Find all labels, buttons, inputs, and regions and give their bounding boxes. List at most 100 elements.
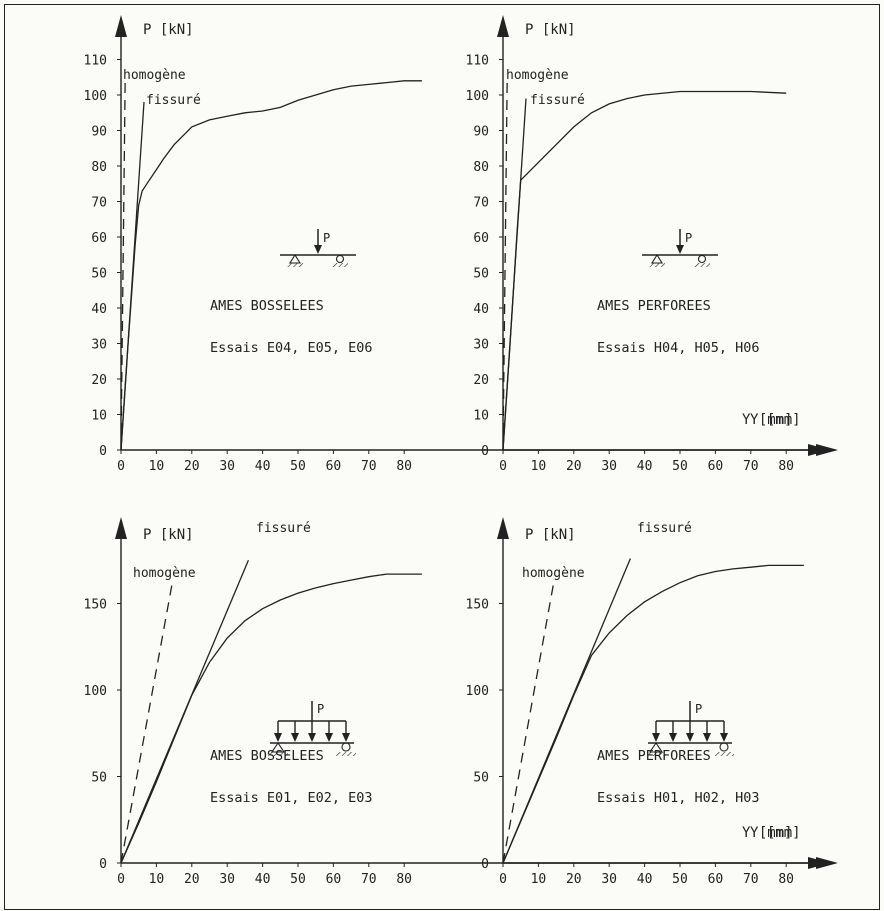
x-tick-label: 60 bbox=[326, 872, 342, 887]
series-label-fissure: fissuré bbox=[146, 93, 201, 108]
y-tick-label: 100 bbox=[466, 89, 489, 104]
series-label-homogene: homogène bbox=[506, 68, 569, 83]
series-label-fissure: fissuré bbox=[256, 521, 311, 536]
x-tick-label: 0 bbox=[499, 459, 507, 474]
x-axis-label: Y [mm] bbox=[750, 412, 801, 428]
y-tick-label: 110 bbox=[84, 54, 107, 69]
annotation-title: AMES BOSSELEES bbox=[210, 298, 324, 314]
y-tick-label: 90 bbox=[91, 125, 107, 140]
svg-text:P: P bbox=[685, 231, 692, 245]
x-tick-label: 20 bbox=[184, 872, 200, 887]
y-tick-label: 10 bbox=[91, 409, 107, 424]
y-tick-label: 80 bbox=[91, 160, 107, 175]
y-axis-label: P [kN] bbox=[525, 527, 576, 543]
x-axis-label: Y [mm] bbox=[750, 825, 801, 841]
x-tick-label: 80 bbox=[778, 872, 794, 887]
series-homogene-line bbox=[120, 582, 173, 864]
series-measured-curve bbox=[502, 90, 787, 451]
series-label-homogene: homogène bbox=[522, 566, 585, 581]
y-tick-label: 30 bbox=[91, 338, 107, 353]
x-tick-label: 50 bbox=[672, 459, 688, 474]
y-axis-arrow bbox=[115, 517, 127, 539]
x-tick-label: 80 bbox=[396, 459, 412, 474]
y-tick-label: 60 bbox=[473, 231, 489, 246]
x-axis-arrow bbox=[808, 857, 830, 869]
y-tick-label: 100 bbox=[84, 89, 107, 104]
series-measured-curve bbox=[502, 564, 804, 864]
x-tick-label: 0 bbox=[117, 872, 125, 887]
y-tick-label: 30 bbox=[473, 338, 489, 353]
y-axis-arrow bbox=[497, 15, 509, 37]
series-measured-curve bbox=[120, 80, 422, 451]
x-tick-label: 20 bbox=[566, 459, 582, 474]
x-axis-arrow bbox=[808, 444, 830, 456]
x-tick-label: 30 bbox=[601, 872, 617, 887]
svg-text:P: P bbox=[695, 702, 702, 716]
x-tick-label: 30 bbox=[219, 459, 235, 474]
y-tick-label: 150 bbox=[84, 598, 107, 613]
x-tick-label: 40 bbox=[637, 872, 653, 887]
y-tick-label: 150 bbox=[466, 598, 489, 613]
y-tick-label: 20 bbox=[91, 373, 107, 388]
x-tick-label: 30 bbox=[601, 459, 617, 474]
x-tick-label: 10 bbox=[149, 459, 165, 474]
x-tick-label: 40 bbox=[255, 459, 271, 474]
svg-text:P: P bbox=[317, 702, 324, 716]
x-tick-label: 50 bbox=[290, 459, 306, 474]
y-tick-label: 50 bbox=[91, 771, 107, 786]
load-schematic-icon: P bbox=[642, 229, 718, 267]
load-schematic-icon: P bbox=[646, 701, 734, 756]
y-tick-label: 90 bbox=[473, 125, 489, 140]
x-axis-label: Y [mm] bbox=[742, 412, 793, 428]
x-tick-label: 30 bbox=[219, 872, 235, 887]
x-tick-label: 20 bbox=[566, 872, 582, 887]
x-tick-label: 10 bbox=[531, 459, 547, 474]
x-tick-label: 40 bbox=[637, 459, 653, 474]
y-tick-label: 0 bbox=[99, 444, 107, 459]
y-tick-label: 10 bbox=[473, 409, 489, 424]
x-tick-label: 0 bbox=[499, 872, 507, 887]
x-tick-label: 60 bbox=[326, 459, 342, 474]
y-tick-label: 60 bbox=[91, 231, 107, 246]
series-label-fissure: fissuré bbox=[530, 93, 585, 108]
y-tick-label: 0 bbox=[99, 857, 107, 872]
series-homogene-line bbox=[120, 77, 126, 451]
y-tick-label: 50 bbox=[473, 267, 489, 282]
annotation-title: AMES BOSSELEES bbox=[210, 748, 324, 764]
y-axis-label: P [kN] bbox=[525, 22, 576, 38]
x-tick-label: 50 bbox=[290, 872, 306, 887]
annotation-tests: Essais H04, H05, H06 bbox=[597, 340, 760, 356]
x-tick-label: 70 bbox=[743, 459, 759, 474]
series-homogene-line bbox=[502, 77, 508, 451]
y-axis-label: P [kN] bbox=[143, 527, 194, 543]
x-tick-label: 40 bbox=[255, 872, 271, 887]
annotation-tests: Essais E04, E05, E06 bbox=[210, 340, 373, 356]
y-tick-label: 80 bbox=[473, 160, 489, 175]
load-schematic-icon: P bbox=[268, 701, 356, 756]
x-tick-label: 80 bbox=[396, 872, 412, 887]
y-tick-label: 110 bbox=[466, 54, 489, 69]
annotation-tests: Essais E01, E02, E03 bbox=[210, 790, 373, 806]
y-axis-label: P [kN] bbox=[143, 22, 194, 38]
y-tick-label: 70 bbox=[473, 196, 489, 211]
svg-text:P: P bbox=[323, 231, 330, 245]
y-tick-label: 100 bbox=[466, 684, 489, 699]
series-label-fissure: fissuré bbox=[637, 521, 692, 536]
y-tick-label: 50 bbox=[473, 771, 489, 786]
x-tick-label: 80 bbox=[778, 459, 794, 474]
y-tick-label: 70 bbox=[91, 196, 107, 211]
x-tick-label: 10 bbox=[149, 872, 165, 887]
y-tick-label: 0 bbox=[481, 444, 489, 459]
annotation-title: AMES PERFOREES bbox=[597, 298, 711, 314]
y-tick-label: 50 bbox=[91, 267, 107, 282]
x-tick-label: 0 bbox=[117, 459, 125, 474]
series-homogene-line bbox=[502, 579, 555, 864]
y-tick-label: 100 bbox=[84, 684, 107, 699]
x-tick-label: 60 bbox=[708, 872, 724, 887]
chart-panel-top-left: 0 10 20 30 40 50 60 70 8001020304050607080901001… bbox=[84, 15, 838, 474]
load-schematic-icon: P bbox=[280, 229, 356, 267]
y-tick-label: 40 bbox=[91, 302, 107, 317]
x-axis-label: Y [mm] bbox=[742, 825, 793, 841]
